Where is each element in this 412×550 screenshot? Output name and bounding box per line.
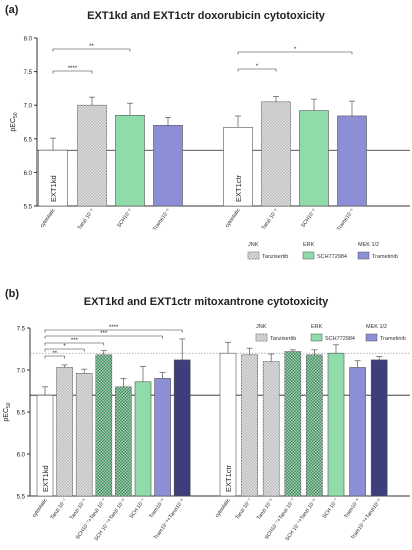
bar <box>154 378 171 497</box>
bar-pattern <box>306 354 323 496</box>
significance-label: * <box>256 64 259 70</box>
x-tick-label: Tram10⁻⁹ <box>148 498 166 520</box>
y-tick-label: 5.5 <box>24 205 33 211</box>
y-axis-label: pEC50 <box>3 402 12 421</box>
legend-swatch <box>310 333 323 342</box>
significance-label: **** <box>68 66 78 72</box>
x-tick-label: Tanzi 10⁻⁶ <box>256 498 275 521</box>
y-tick-label: 8.0 <box>24 37 33 43</box>
bar <box>327 352 345 497</box>
bar-pattern <box>284 351 301 496</box>
bar <box>370 359 388 497</box>
significance-label: **** <box>109 325 119 331</box>
bar-pattern <box>261 101 291 206</box>
legend-swatch-pattern <box>256 334 267 341</box>
y-tick-label: 6.5 <box>24 137 33 143</box>
significance-label: * <box>63 344 66 350</box>
x-tick-label: Tanzi 10⁻⁷ <box>50 498 69 521</box>
bar <box>337 115 367 207</box>
legend-group: ERK <box>311 324 323 330</box>
group-label: EXT1kd <box>41 465 50 492</box>
x-tick-label: cytostatic <box>39 207 57 228</box>
bar <box>219 352 237 497</box>
group-label: EXT1ctr <box>234 174 243 202</box>
x-tick-label: cytostatic <box>31 497 49 518</box>
legend-group: MEK 1/2 <box>366 324 387 330</box>
y-tick-label: 7.0 <box>24 104 33 110</box>
legend-swatch <box>302 251 315 260</box>
x-tick-label: SCH 10⁻⁷ <box>322 498 340 520</box>
bar <box>134 381 152 497</box>
bar <box>349 367 366 497</box>
bar-pattern <box>95 354 112 496</box>
bar-pattern <box>263 361 280 496</box>
legend-group: ERK <box>303 242 315 248</box>
x-tick-label: Tanzi 10⁻⁶ <box>77 208 96 231</box>
y-axis-label: pEC50 <box>10 112 19 131</box>
x-tick-label: Tram10⁻⁹ <box>343 498 361 520</box>
x-tick-label: Tanzi 10⁻⁷ <box>235 498 254 521</box>
y-tick-label: 7.0 <box>17 369 26 375</box>
legend-group: JNK <box>248 242 259 248</box>
panel-a-label: (a) <box>5 4 19 16</box>
legend-group: JNK <box>256 324 267 330</box>
panel-a-title: EXT1kd and EXT1ctr doxorubicin cytotoxic… <box>87 10 325 22</box>
bar <box>223 127 253 207</box>
legend-label: SCH772984 <box>325 336 355 342</box>
x-tick-label: Tanzi 10⁻⁶ <box>69 498 88 521</box>
y-tick-label: 6.0 <box>17 453 26 459</box>
x-tick-label: SCH10⁻⁶ <box>300 208 317 229</box>
group-label: EXT1ctr <box>224 464 233 492</box>
x-tick-label: SCH10⁻⁶ <box>116 208 133 229</box>
y-tick-label: 6.0 <box>24 171 33 177</box>
y-tick-label: 7.5 <box>24 70 33 76</box>
panel-b-label: (b) <box>5 288 20 300</box>
x-tick-label: Trame10⁻⁶ <box>336 208 356 232</box>
bar-pattern <box>76 373 93 496</box>
significance-label: *** <box>100 331 108 337</box>
legend-label: SCH772984 <box>317 254 347 260</box>
bar <box>173 359 191 497</box>
x-tick-label: cytostatic <box>224 207 242 228</box>
bar <box>153 125 183 207</box>
legend-swatch-pattern <box>248 252 259 259</box>
chart-doxorubicin: 5.5 6.0 6.5 7.0 7.5 8.0 pEC50 cytostatic Tanzi 1… <box>10 37 410 260</box>
legend-label: Trametinib <box>372 254 398 260</box>
x-tick-label: Tanzi 10⁻⁶ <box>261 208 280 231</box>
x-tick-label: SCH 10⁻⁷ <box>129 498 147 520</box>
legend-swatch <box>365 333 378 342</box>
significance-label: * <box>294 47 297 53</box>
significance-label: ** <box>89 44 94 50</box>
bar-pattern <box>56 367 73 496</box>
panel-b-title: EXT1kd and EXT1ctr mitoxantrone cytotoxi… <box>83 296 329 308</box>
x-tick-label: cytostatic <box>214 497 232 518</box>
bar <box>299 110 329 207</box>
legend-label: Tanzisertib <box>262 254 288 260</box>
bar-pattern <box>77 105 107 206</box>
bar-pattern <box>115 386 132 496</box>
x-tick-label: Trame10⁻⁶ <box>152 208 172 232</box>
group-label: EXT1kd <box>49 175 58 202</box>
y-tick-label: 7.5 <box>17 327 26 333</box>
bar <box>38 149 68 207</box>
legend-swatch <box>357 251 370 260</box>
bar <box>36 394 54 497</box>
significance-label: *** <box>71 338 79 344</box>
y-tick-label: 6.5 <box>17 411 26 417</box>
legend-group: MEK 1/2 <box>358 242 379 248</box>
bar-pattern <box>241 354 258 496</box>
bar <box>115 114 145 207</box>
significance-label: ** <box>52 351 57 357</box>
y-tick-label: 5.5 <box>17 495 26 501</box>
legend-label: Tanzisertib <box>270 336 296 342</box>
legend-label: Trametinib <box>380 336 406 342</box>
